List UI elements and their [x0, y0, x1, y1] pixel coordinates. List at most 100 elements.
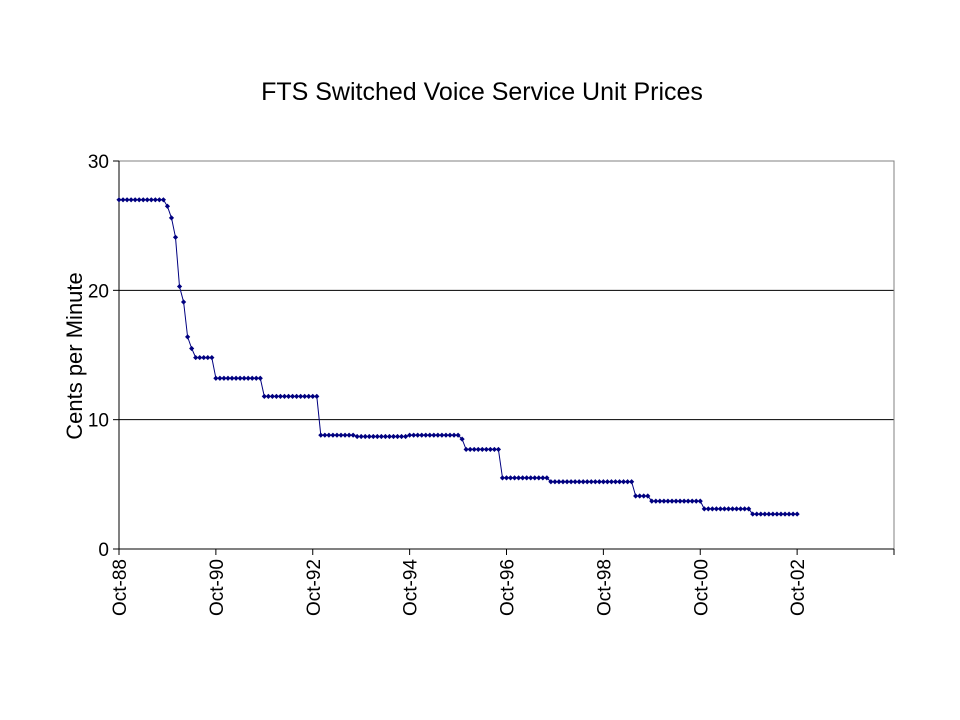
data-point	[701, 506, 707, 512]
data-point	[302, 393, 308, 399]
data-point	[253, 375, 259, 381]
data-point	[536, 475, 542, 481]
data-point	[657, 498, 663, 504]
data-point	[374, 433, 380, 440]
data-point	[770, 511, 776, 517]
data-point	[733, 506, 740, 512]
data-point	[124, 197, 130, 203]
data-point	[665, 498, 671, 504]
data-point	[261, 393, 267, 399]
data-point	[511, 475, 518, 481]
data-point	[528, 475, 534, 481]
data-point	[564, 479, 570, 485]
data-point	[201, 354, 207, 361]
data-point	[588, 479, 594, 485]
x-tick-label: Oct-98	[594, 559, 615, 616]
data-point	[774, 511, 780, 517]
data-point	[128, 197, 134, 203]
data-point	[742, 506, 748, 512]
data-point	[612, 479, 619, 485]
data-point	[225, 375, 231, 381]
data-point	[132, 197, 138, 203]
data-point	[580, 479, 586, 485]
data-point	[269, 393, 275, 399]
data-point	[568, 479, 574, 485]
data-point	[572, 479, 578, 485]
data-point	[459, 436, 465, 442]
data-point	[592, 479, 598, 485]
data-point	[185, 334, 191, 340]
data-point	[520, 475, 526, 481]
data-point	[705, 506, 711, 512]
data-point	[277, 393, 284, 399]
data-point	[689, 498, 695, 504]
data-point	[713, 506, 719, 512]
data-point	[229, 375, 235, 381]
data-point	[197, 354, 203, 361]
data-point	[576, 479, 582, 485]
x-tick-label: Oct-90	[207, 559, 228, 616]
data-point	[495, 446, 502, 453]
x-tick-label: Oct-88	[110, 559, 131, 616]
data-point	[483, 446, 489, 453]
data-point	[556, 479, 562, 485]
data-point	[608, 479, 615, 485]
gridlines	[119, 289, 894, 421]
data-point	[120, 197, 126, 203]
data-point	[217, 375, 223, 381]
data-point	[738, 506, 744, 512]
y-tick-label: 10	[88, 411, 109, 432]
data-point	[310, 393, 316, 399]
data-point	[786, 511, 792, 517]
data-point	[629, 479, 635, 485]
data-point	[677, 498, 683, 504]
data-point	[334, 432, 340, 438]
data-point	[326, 432, 332, 438]
data-point	[507, 475, 514, 481]
data-point	[540, 475, 546, 481]
y-axis-label: Cents per Minute	[62, 272, 87, 440]
data-point	[390, 433, 397, 440]
data-point	[697, 498, 703, 504]
data-point	[394, 433, 401, 440]
data-point	[725, 506, 732, 512]
data-point	[560, 479, 566, 485]
data-point	[314, 393, 320, 399]
data-point	[265, 393, 271, 399]
data-point	[402, 433, 409, 440]
data-point	[721, 506, 728, 512]
data-point	[455, 432, 461, 438]
data-point	[661, 498, 667, 504]
data-point	[762, 511, 768, 517]
y-axis: 0 10 20 30	[88, 152, 120, 561]
data-point	[350, 432, 356, 438]
data-point	[257, 375, 263, 381]
data-point	[653, 498, 659, 504]
data-point	[754, 511, 760, 517]
data-point	[463, 446, 469, 453]
data-point	[205, 354, 211, 361]
data-point	[544, 475, 550, 481]
data-point	[172, 234, 179, 240]
data-point	[435, 432, 441, 438]
x-tick-label: Oct-96	[498, 559, 519, 616]
data-point	[346, 432, 352, 438]
data-point	[633, 493, 639, 499]
data-point	[180, 299, 187, 305]
data-point	[516, 475, 522, 481]
data-point	[685, 498, 691, 504]
data-point	[289, 393, 296, 399]
data-point	[503, 475, 510, 481]
data-point	[669, 498, 675, 504]
data-point	[152, 197, 158, 203]
data-point	[411, 432, 417, 438]
chart-title: FTS Switched Voice Service Unit Prices	[261, 78, 703, 106]
data-point	[790, 511, 796, 517]
x-tick-label: Oct-92	[304, 559, 325, 616]
data-point	[750, 511, 756, 517]
data-point	[451, 432, 457, 438]
data-point	[407, 432, 413, 438]
data-point	[693, 498, 699, 504]
y-tick-label: 0	[98, 540, 109, 561]
data-point	[427, 432, 433, 438]
